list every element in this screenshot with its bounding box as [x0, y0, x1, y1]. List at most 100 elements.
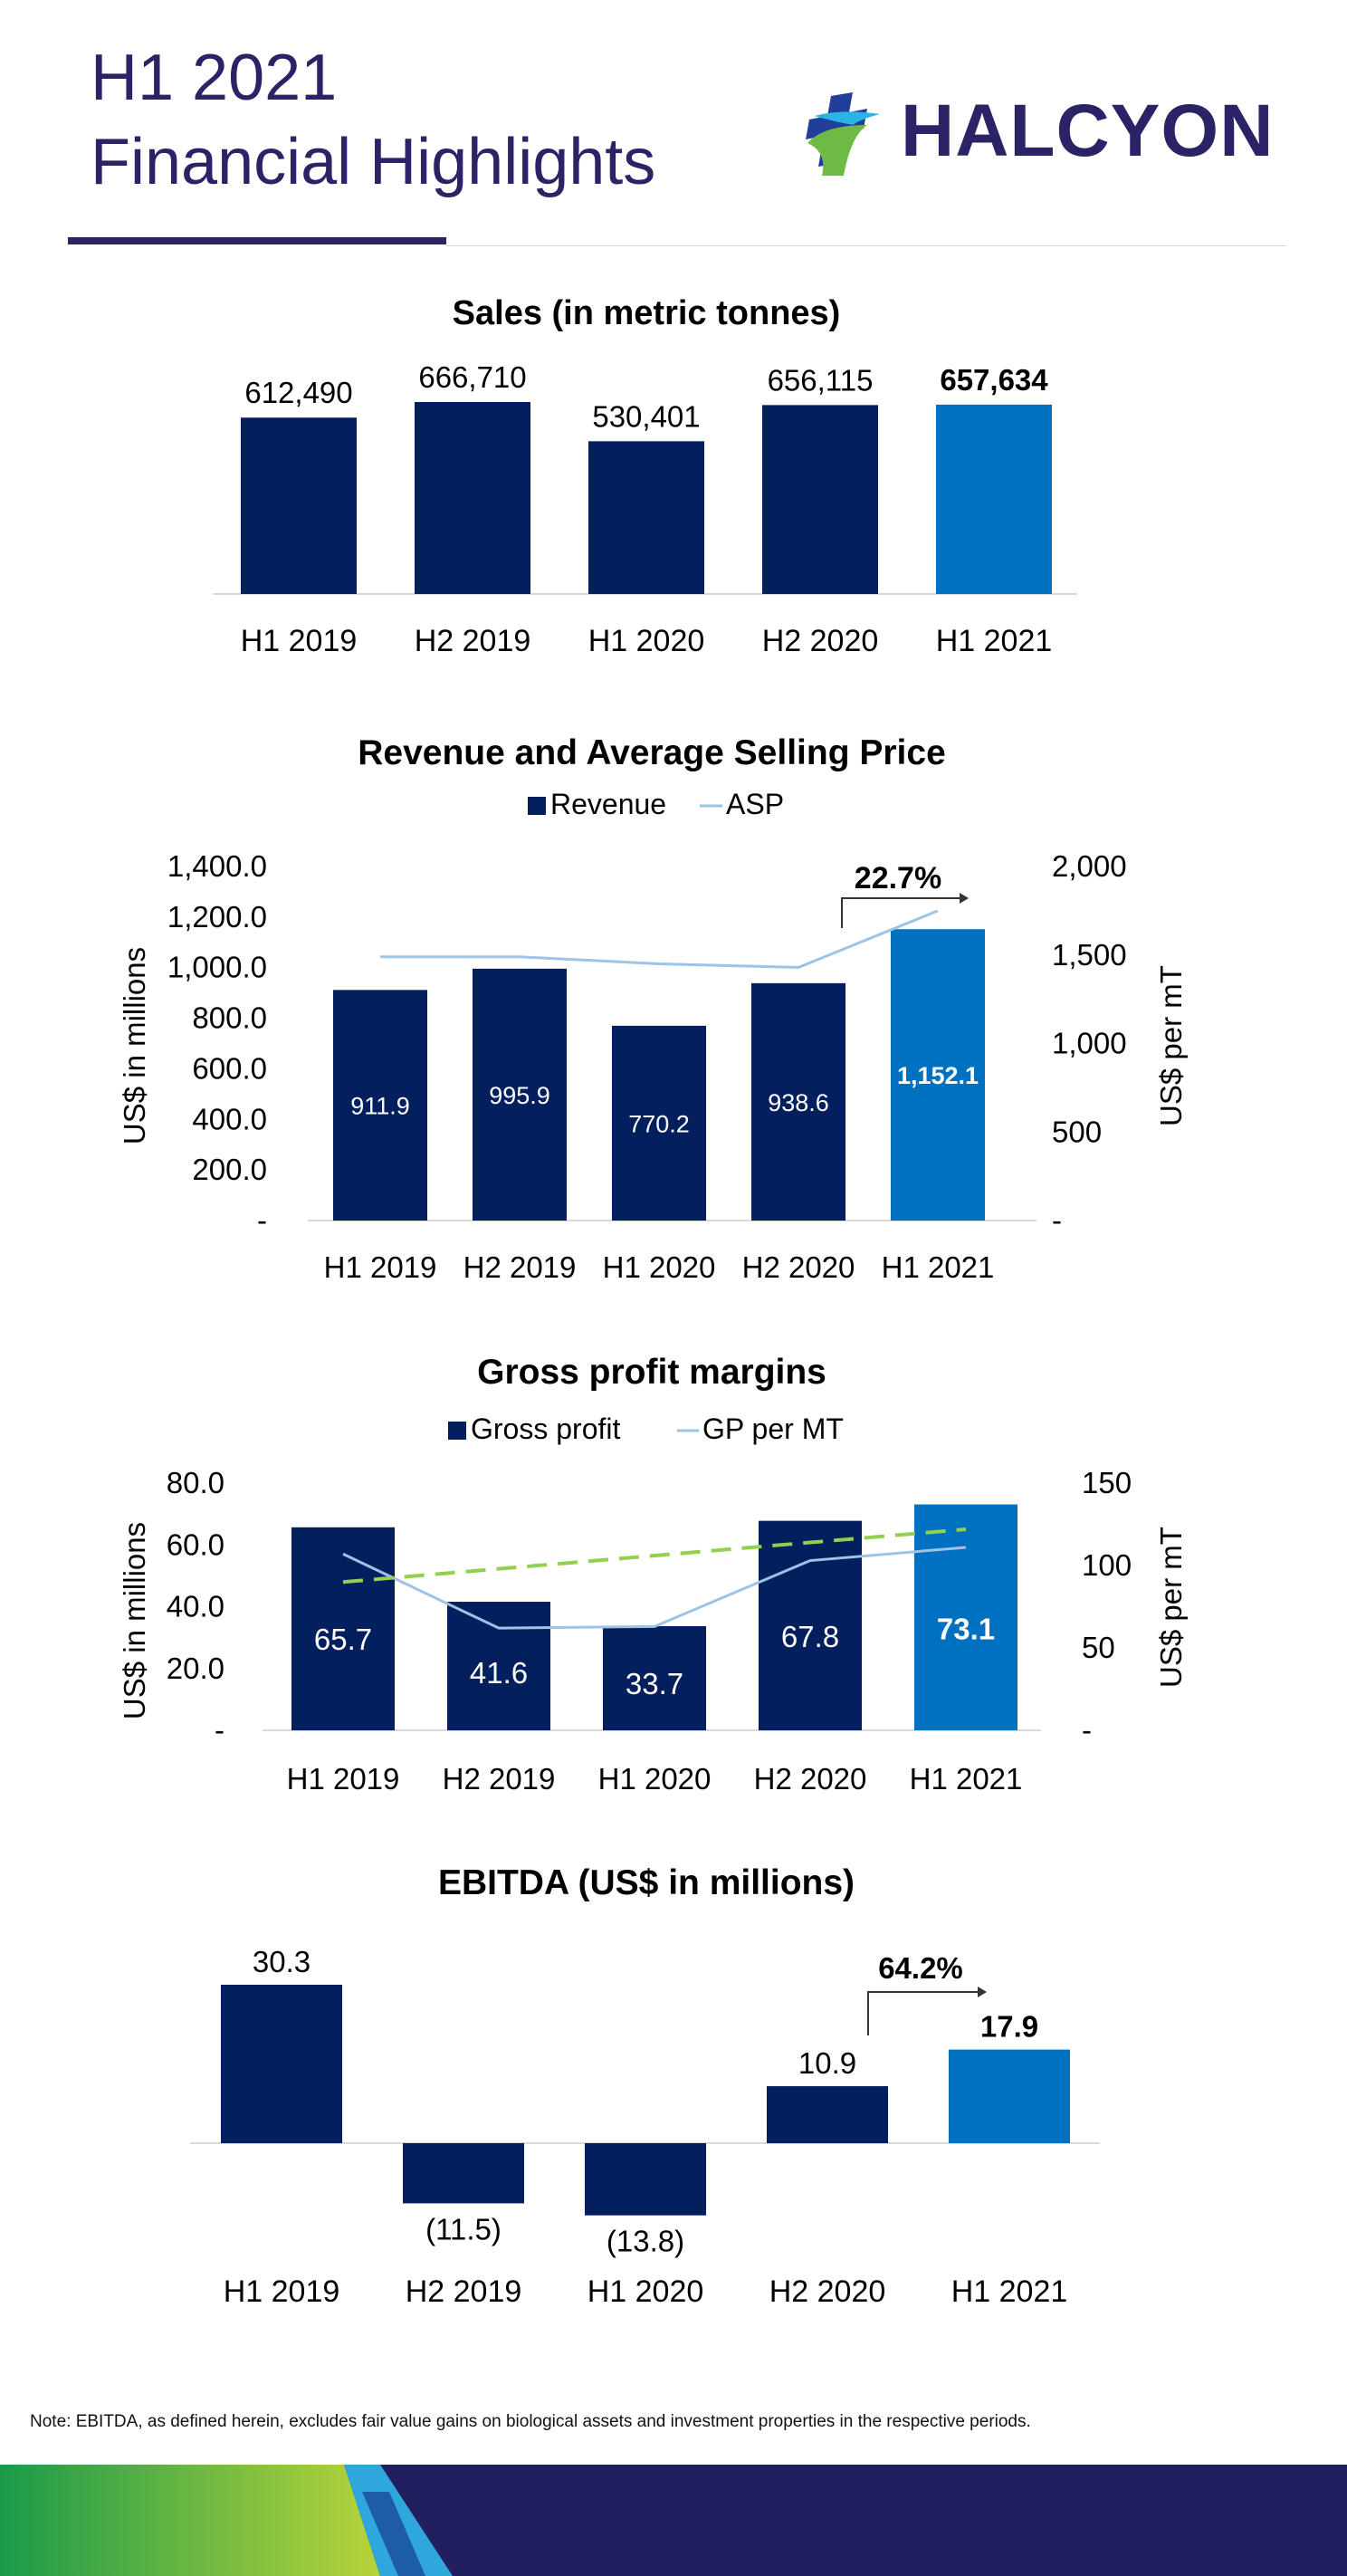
x-tick-label: H2 2019	[406, 2274, 522, 2309]
data-label-h1-2019: 612,490	[244, 376, 352, 409]
data-label-h1-2020: 530,401	[592, 399, 700, 433]
halcyon-h-mark-icon	[806, 92, 880, 176]
chart-title: Revenue and Average Selling Price	[358, 733, 946, 772]
data-label-h1-2020: 33.7	[626, 1667, 683, 1700]
y-tick-label: -	[257, 1203, 267, 1237]
y2-tick-label: 1,500	[1052, 938, 1127, 972]
y-tick-label: 60.0	[167, 1527, 224, 1561]
data-label-h1-2021: 657,634	[940, 363, 1048, 397]
asp-line	[380, 909, 939, 969]
bar-h1-2019	[241, 417, 357, 594]
x-tick-label: H2 2020	[762, 624, 879, 658]
legend-swatch-revenue	[528, 797, 546, 815]
data-label-h2-2020: 10.9	[798, 2046, 856, 2080]
bar-h1-2019	[291, 1527, 395, 1730]
bar-h1-2020	[588, 441, 704, 594]
growth-percentage: 64.2%	[878, 1951, 963, 1985]
growth-arrow	[841, 897, 960, 928]
bar-h1-2020	[612, 1025, 706, 1221]
revenue-asp-chart: Revenue and Average Selling Price Revenu…	[118, 733, 1188, 1284]
y2-tick-label: 50	[1082, 1631, 1115, 1664]
y-tick-label: 600.0	[192, 1051, 267, 1085]
data-label-h2-2019: (11.5)	[425, 2212, 502, 2246]
x-tick-label: H1 2021	[951, 2274, 1068, 2309]
growth-arrow	[867, 1991, 978, 2035]
y-tick-label: 20.0	[167, 1652, 224, 1685]
data-label-h2-2019: 666,710	[418, 360, 526, 394]
y2-tick-label: 100	[1082, 1548, 1132, 1582]
data-label-h1-2021: 73.1	[937, 1613, 995, 1646]
bar-h1-2021	[891, 929, 985, 1221]
growth-arrowhead	[960, 893, 969, 904]
x-tick-label: H1 2021	[882, 1250, 995, 1284]
footer-band	[0, 2465, 1347, 2576]
x-tick-label: H1 2020	[598, 1762, 712, 1796]
bar-h2-2020	[762, 405, 878, 594]
data-label-h1-2021: 17.9	[980, 2010, 1038, 2044]
data-label-h1-2020: 770.2	[628, 1110, 690, 1137]
x-tick-label: H1 2020	[588, 624, 705, 658]
y-axis-ticks-left: - 20.0 40.0 60.0 80.0	[167, 1466, 224, 1747]
gross-profit-chart: Gross profit margins Gross profit GP per…	[118, 1353, 1188, 1796]
y-axis-label-right: US$ per mT	[1154, 1527, 1188, 1688]
y-tick-label: 800.0	[192, 1001, 267, 1035]
gp-per-mt-trendline	[342, 1527, 967, 1585]
data-label-h1-2019: 65.7	[314, 1623, 372, 1656]
bar-h1-2021	[914, 1504, 1017, 1730]
y2-tick-label: 150	[1082, 1466, 1132, 1499]
x-tick-label: H2 2020	[769, 2274, 886, 2309]
x-tick-label: H2 2020	[742, 1250, 855, 1284]
data-label-h2-2019: 41.6	[470, 1656, 528, 1690]
data-label-h1-2021: 1,152.1	[897, 1062, 979, 1089]
bar-group: 30.3 H1 2019 (11.5) H2 2019 (13.8) H1 2020 10.…	[221, 1945, 1070, 2309]
y2-tick-label: -	[1052, 1203, 1062, 1237]
data-label-h2-2020: 67.8	[781, 1620, 839, 1653]
bar-h1-2020	[585, 2143, 706, 2216]
legend-label-gp-per-mt: GP per MT	[702, 1412, 844, 1445]
y2-tick-label: -	[1082, 1713, 1092, 1747]
x-tick-label: H1 2021	[910, 1762, 1023, 1796]
y-axis-label-left: US$ in millions	[118, 947, 151, 1144]
x-tick-label: H1 2021	[936, 624, 1053, 658]
y2-tick-label: 2,000	[1052, 849, 1127, 883]
footer-green-block	[0, 2465, 380, 2576]
bar-h1-2020	[603, 1625, 706, 1730]
y-tick-label: 80.0	[167, 1466, 224, 1499]
ebitda-chart: EBITDA (US$ in millions) 30.3 H1 2019 (11.…	[190, 1863, 1100, 2309]
bar-h2-2019	[403, 2143, 524, 2204]
y-tick-label: 40.0	[167, 1590, 224, 1623]
x-tick-label: H2 2020	[754, 1762, 867, 1796]
bar-group: 911.9 H1 2019 995.9 H2 2019 770.2 H1 2020 938.…	[324, 929, 995, 1284]
y-axis-label-left: US$ in millions	[118, 1522, 151, 1719]
bar-group: 612,490 H1 2019 666,710 H2 2019 530,401 H1 20…	[241, 360, 1053, 658]
growth-percentage: 22.7%	[855, 861, 941, 895]
x-tick-label: H1 2019	[324, 1250, 437, 1284]
x-tick-label: H2 2019	[415, 624, 531, 658]
y-tick-label: 1,200.0	[167, 900, 267, 934]
bar-h1-2021	[936, 404, 1052, 594]
growth-annotation: 64.2%	[867, 1951, 987, 2035]
bar-h1-2019	[333, 990, 427, 1221]
chart-title: Gross profit margins	[477, 1353, 826, 1392]
logo-wordmark: HALCYON	[901, 90, 1275, 172]
bar-h2-2020	[767, 2086, 888, 2143]
y-axis-ticks-right: - 500 1,000 1,500 2,000	[1052, 849, 1127, 1237]
footer-blue-stripe	[362, 2492, 425, 2576]
chart-title: EBITDA (US$ in millions)	[438, 1863, 855, 1902]
page-title-line2: Financial Highlights	[91, 126, 656, 198]
y2-tick-label: 500	[1052, 1115, 1102, 1148]
legend-swatch-gross-profit	[448, 1422, 466, 1440]
x-tick-label: H1 2020	[603, 1250, 716, 1284]
footnote: Note: EBITDA, as defined herein, exclude…	[30, 2412, 1031, 2431]
bar-group: 65.7 H1 2019 41.6 H2 2019 33.7 H1 2020 67.8 H2 …	[287, 1504, 1023, 1796]
data-label-h2-2020: 938.6	[768, 1089, 829, 1116]
y-tick-label: -	[215, 1713, 224, 1747]
legend-label-asp: ASP	[726, 788, 784, 820]
x-tick-label: H1 2019	[224, 2274, 340, 2309]
x-tick-label: H1 2020	[588, 2274, 704, 2309]
y-axis-ticks-right: - 50 100 150	[1082, 1466, 1132, 1747]
bar-h1-2019	[221, 1985, 342, 2143]
y-axis-ticks-left: - 200.0 400.0 600.0 800.0 1,000.0 1,200.0 1,400…	[167, 849, 267, 1237]
title-accent-bar	[68, 237, 446, 244]
